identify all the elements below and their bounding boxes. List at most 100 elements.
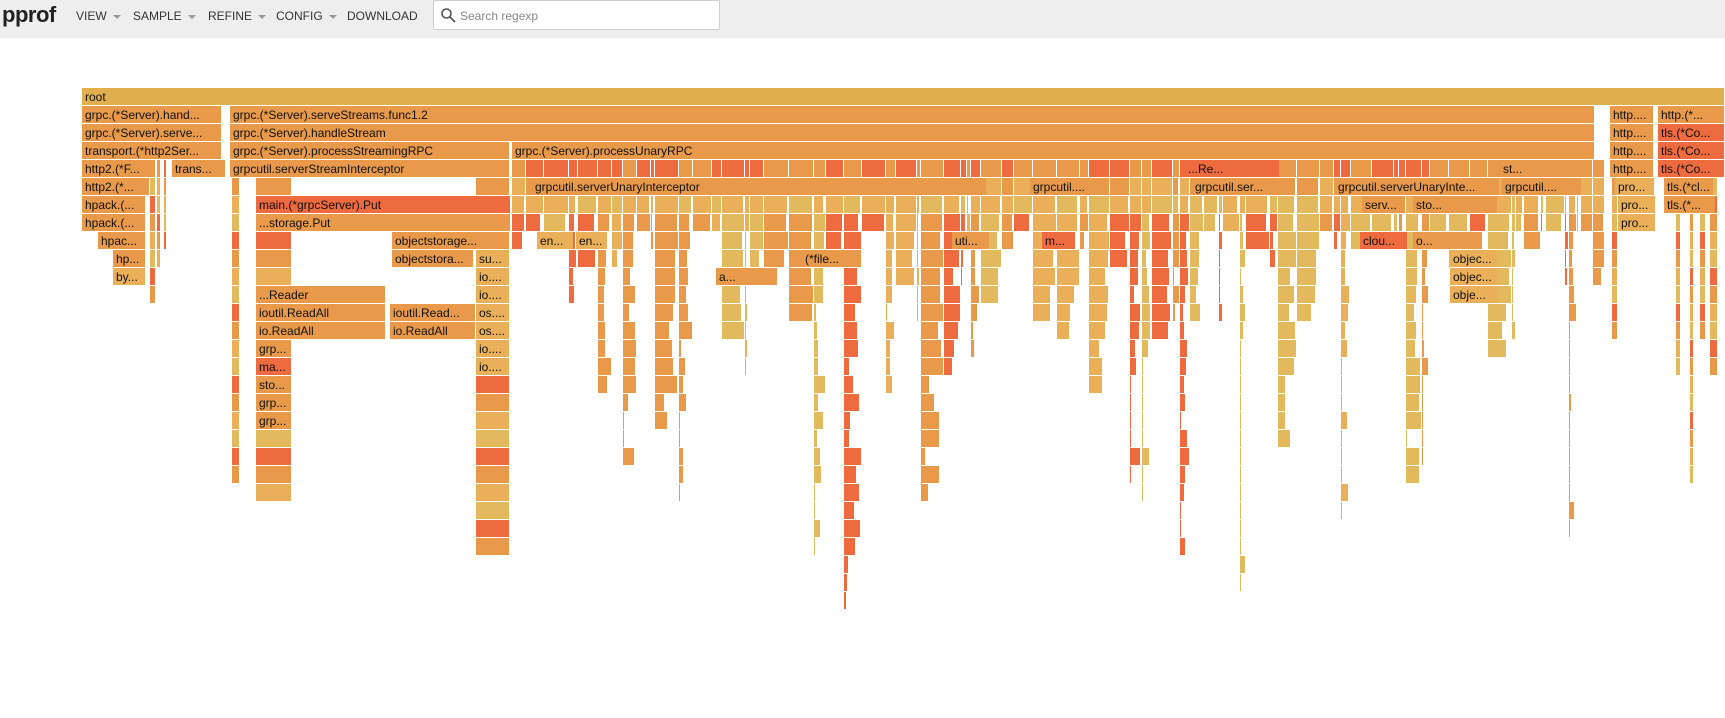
flame-frame [1219,304,1222,321]
flame-frame[interactable]: ...storage.Put [256,214,510,231]
flame-frame[interactable]: tls.(*Co... [1658,160,1724,177]
flame-frame [1593,214,1603,231]
flame-frame [1278,232,1296,249]
search-input[interactable] [460,7,710,25]
flame-frame[interactable]: hpac... [98,232,145,249]
flame-frame [1130,286,1134,303]
flame-frame[interactable]: grp... [256,340,291,357]
flame-frame[interactable]: http2.(*F... [82,160,155,177]
flame-frame[interactable]: tls.(*Co... [1658,142,1724,159]
flame-frame[interactable]: http.... [1610,160,1653,177]
flame-frame[interactable]: objec... [1450,268,1497,285]
flame-frame[interactable]: http.... [1610,106,1653,123]
flame-frame[interactable]: tls.(*Co... [1658,124,1724,141]
flame-frame[interactable]: serv... [1362,196,1405,213]
search-box[interactable] [433,0,720,30]
flame-frame[interactable]: objectstora... [392,250,473,267]
flame-frame[interactable]: io.ReadAll [256,322,385,339]
flame-frame[interactable]: ma... [256,358,291,375]
flame-frame[interactable]: hpack.(... [82,214,145,231]
config-menu[interactable]: CONFIG [276,8,337,24]
flame-frame[interactable]: os.... [476,322,509,339]
flame-frame[interactable]: tls.(*cl... [1664,178,1713,195]
flame-frame-bar [1610,160,1653,177]
flame-frame[interactable]: en... [537,232,573,249]
flame-frame[interactable]: su... [476,250,509,267]
flame-frame[interactable]: pro... [1618,214,1655,231]
flame-frame[interactable]: grpcutil.ser... [1192,178,1286,195]
flame-frame [1581,196,1592,213]
flame-frame[interactable]: grpcutil.serverUnaryInterceptor [532,178,986,195]
flame-frame[interactable]: objec... [1450,250,1497,267]
flame-frame [1690,232,1693,249]
flame-frame [971,160,980,177]
flame-frame[interactable]: io.... [476,340,509,357]
flame-frame [886,196,894,213]
flame-frame [569,160,577,177]
flame-frame-label: grpcutil.serverStreamInterceptor [233,162,404,176]
flame-frame[interactable]: grpc.(*Server).serve... [82,124,221,141]
flame-frame[interactable]: transport.(*http2Ser... [82,142,221,159]
flame-frame-label: http2.(*... [85,180,134,194]
flame-frame[interactable]: sto... [256,376,291,393]
flame-frame[interactable]: main.(*grpcServer).Put [256,196,510,213]
flame-frame[interactable]: en... [576,232,607,249]
flame-frame[interactable]: http.... [1610,142,1653,159]
flame-frame[interactable]: hpack.(... [82,196,145,213]
flame-frame[interactable]: ioutil.ReadAll [256,304,385,321]
refine-menu[interactable]: REFINE [208,8,267,24]
flame-frame-bar [1362,196,1405,213]
flame-frame[interactable]: io.ReadAll [390,322,475,339]
flame-frame[interactable]: ...Reader [256,286,385,303]
flame-frame[interactable]: hp... [113,250,145,267]
flame-frame[interactable]: o... [1413,232,1482,249]
flame-frame[interactable]: by... [113,268,145,285]
flame-frame[interactable]: st... [1500,160,1584,177]
flame-frame[interactable]: trans... [172,160,225,177]
flame-frame[interactable]: pro... [1618,196,1655,213]
flame-frame[interactable]: io.... [476,358,509,375]
flame-frame[interactable]: http.... [1610,124,1653,141]
flame-frame[interactable]: http.(*... [1658,106,1724,123]
flame-frame[interactable]: (*file... [802,250,861,267]
flame-frame[interactable]: tls.(*... [1664,196,1715,213]
flame-frame-label: transport.(*http2Ser... [85,144,199,158]
view-menu[interactable]: VIEW [76,8,121,24]
flame-frame[interactable]: ...Re... [1185,160,1279,177]
flame-frame[interactable]: uti... [952,232,989,249]
flame-frame [844,484,859,501]
flame-frame [1089,286,1108,303]
flame-frame[interactable]: grpc.(*Server).processUnaryRPC [512,142,1594,159]
flame-frame[interactable]: grpcutil.serverStreamInterceptor [230,160,509,177]
flame-frame[interactable]: root [82,88,1724,105]
flame-frame[interactable]: http2.(*... [82,178,149,195]
flame-frame[interactable]: grp... [256,394,291,411]
flame-frame-bar [256,214,510,231]
flame-frame[interactable]: pro... [1615,178,1654,195]
flame-frame[interactable]: io.... [476,268,509,285]
flame-frame[interactable]: io.... [476,286,509,303]
flame-frame[interactable]: a... [716,268,777,285]
flame-frame[interactable]: objectstorage... [392,232,509,249]
flame-frame[interactable]: grp... [256,412,291,429]
flame-frame[interactable]: sto... [1413,196,1497,213]
flame-frame[interactable]: obje... [1450,286,1497,303]
flame-frame[interactable]: os.... [476,304,509,321]
sample-menu[interactable]: SAMPLE [133,8,196,24]
flame-frame [1142,304,1150,321]
flame-frame[interactable]: grpcutil.serverUnaryInte... [1335,178,1499,195]
flame-frame [814,538,815,555]
flame-frame [921,214,942,231]
flame-frame[interactable]: ioutil.Read... [390,304,475,321]
flame-frame[interactable]: grpc.(*Server).hand... [82,106,221,123]
flame-frame[interactable]: grpc.(*Server).processStreamingRPC [230,142,509,159]
flame-frame[interactable]: grpc.(*Server).handleStream [230,124,1594,141]
flame-frame[interactable]: m... [1042,232,1075,249]
flame-frame [814,340,818,357]
flame-frame[interactable]: grpcutil.... [1030,178,1089,195]
download-menu[interactable]: DOWNLOAD [347,8,418,24]
flame-frame [623,160,636,177]
flame-frame[interactable]: clou... [1360,232,1407,249]
flame-frame[interactable]: grpcutil.... [1502,178,1581,195]
flame-frame[interactable]: grpc.(*Server).serveStreams.func1.2 [230,106,1594,123]
